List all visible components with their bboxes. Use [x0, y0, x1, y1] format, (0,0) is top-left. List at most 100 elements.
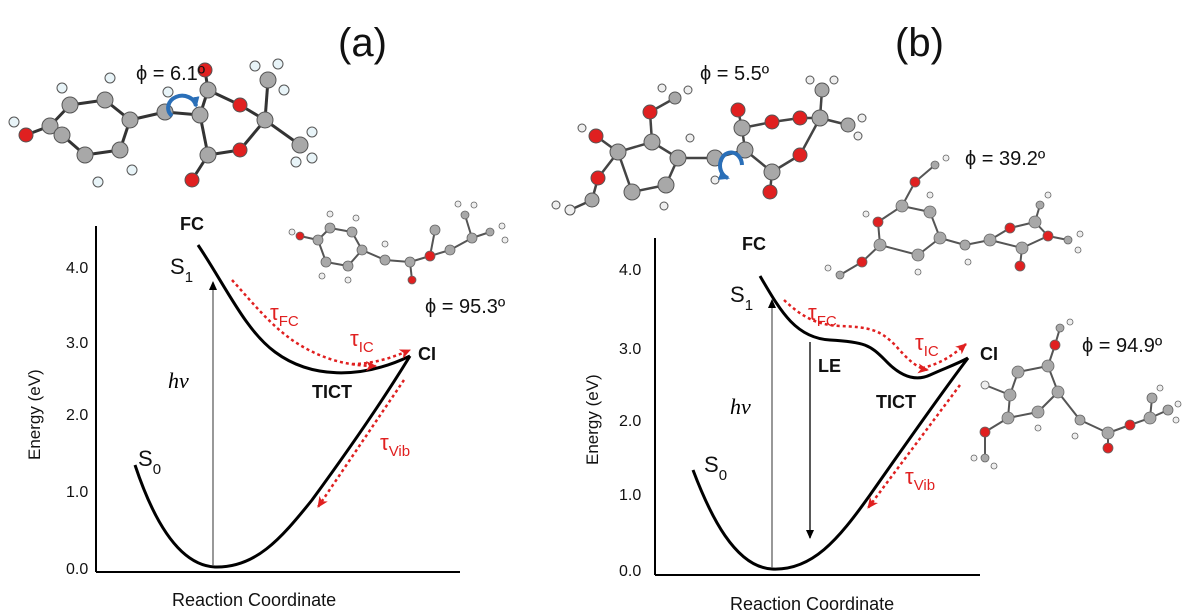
carbon-atom: [41, 117, 59, 135]
ic-pathway-arrow: [351, 348, 411, 366]
hydrogen-atom: [577, 123, 587, 133]
oxygen-atom: [424, 250, 436, 262]
carbon-atom: [1101, 426, 1115, 440]
oxygen-atom: [792, 110, 808, 126]
carbon-atom: [669, 149, 687, 167]
tau-ic-label: τIC: [915, 330, 939, 360]
carbon-atom: [736, 141, 754, 159]
hydrogen-atom: [1174, 400, 1182, 408]
oxygen-atom: [232, 142, 248, 158]
carbon-atom: [811, 109, 829, 127]
s0-curve: [133, 355, 412, 569]
hydrogen-atom: [1172, 416, 1180, 424]
carbon-atom: [1035, 200, 1045, 210]
panel-a-label: (a): [338, 21, 387, 65]
oxygen-atom: [1124, 419, 1136, 431]
y-tick-label: 2.0: [66, 407, 88, 424]
panel-a: (a): [8, 21, 509, 610]
hydrogen-atom: [454, 200, 462, 208]
carbon-atom: [466, 232, 478, 244]
carbon-atom: [873, 238, 887, 252]
tict-label: TICT: [312, 382, 352, 402]
hydrogen-atom: [824, 264, 832, 272]
carbon-atom: [96, 91, 114, 109]
hydrogen-atom: [914, 268, 922, 276]
tau-vib-subscript: Vib: [389, 443, 410, 460]
carbon-atom: [1001, 411, 1015, 425]
carbon-atom: [1162, 404, 1174, 416]
s1-subscript: 1: [185, 269, 193, 286]
carbon-atom: [199, 81, 217, 99]
hydrogen-atom: [1034, 424, 1042, 432]
hydrogen-atom: [290, 156, 302, 168]
carbon-atom: [657, 176, 675, 194]
tau-letter: τ: [270, 300, 279, 325]
tau-ic-subscript: IC: [924, 343, 939, 360]
y-tick-label: 1.0: [66, 484, 88, 501]
panel-a-atoms-right: [288, 200, 509, 285]
tau-letter: τ: [905, 464, 914, 489]
y-tick-label: 2.0: [619, 413, 641, 430]
hydrogen-atom: [685, 133, 695, 143]
carbon-atom: [320, 256, 332, 268]
oxygen-atom: [872, 216, 884, 228]
tau-vib-label: τVib: [905, 464, 935, 494]
s0-curve: [691, 357, 970, 571]
hydrogen-atom: [501, 236, 509, 244]
oxygen-atom: [295, 231, 305, 241]
s0-letter: S: [704, 452, 719, 477]
y-tick-label: 3.0: [66, 335, 88, 352]
carbon-atom: [1031, 405, 1045, 419]
hydrogen-atom: [1076, 230, 1084, 238]
carbon-atom: [111, 141, 129, 159]
vib-pathway-arrow: [866, 384, 962, 509]
hydrogen-atom: [306, 152, 318, 164]
hydrogen-atom: [551, 200, 561, 210]
carbon-atom: [1028, 215, 1042, 229]
s0-subscript: 0: [719, 467, 727, 484]
phi-right-label: ϕ = 94.9º: [1082, 335, 1163, 357]
x-axis-label: Reaction Coordinate: [730, 594, 894, 612]
carbon-atom: [911, 248, 925, 262]
hydrogen-atom: [92, 176, 104, 188]
carbon-atom: [1011, 365, 1025, 379]
x-axis-label: Reaction Coordinate: [172, 590, 336, 610]
carbon-atom: [763, 163, 781, 181]
fc-pathway-arrow: [231, 279, 377, 371]
tau-letter: τ: [350, 326, 359, 351]
s1-label: S1: [170, 254, 193, 286]
carbon-atom: [76, 146, 94, 164]
carbon-atom: [1051, 385, 1065, 399]
hydrogen-atom: [1156, 384, 1164, 392]
hydrogen-atom: [498, 222, 506, 230]
carbon-atom: [379, 254, 391, 266]
carbon-atom: [404, 256, 416, 268]
ci-label: CI: [418, 344, 436, 364]
y-tick-label: 4.0: [66, 260, 88, 277]
hydrogen-atom: [970, 454, 978, 462]
carbon-atom: [1041, 359, 1055, 373]
y-tick-label: 0.0: [66, 561, 88, 578]
carbon-atom: [1055, 323, 1065, 333]
hydrogen-atom: [56, 82, 68, 94]
panel-b-atoms-right: [970, 318, 1182, 470]
s1-subscript: 1: [745, 297, 753, 314]
fc-pathway-arrow: [783, 299, 929, 374]
tau-fc-label: τFC: [808, 300, 837, 330]
oxygen-atom: [588, 128, 604, 144]
carbon-atom: [199, 146, 217, 164]
hydrogen-atom: [964, 258, 972, 266]
oxygen-atom: [792, 147, 808, 163]
oxygen-atom: [232, 97, 248, 113]
carbon-atom: [444, 244, 456, 256]
oxygen-atom: [762, 184, 778, 200]
oxygen-atom: [18, 127, 34, 143]
carbon-atom: [733, 119, 751, 137]
s0-label: S0: [704, 452, 727, 484]
s0-subscript: 0: [153, 461, 161, 478]
fc-label: FC: [180, 214, 204, 234]
hydrogen-atom: [857, 113, 867, 123]
y-axis-label: Energy (eV): [583, 374, 602, 465]
hydrogen-atom: [249, 60, 261, 72]
carbon-atom: [121, 111, 139, 129]
